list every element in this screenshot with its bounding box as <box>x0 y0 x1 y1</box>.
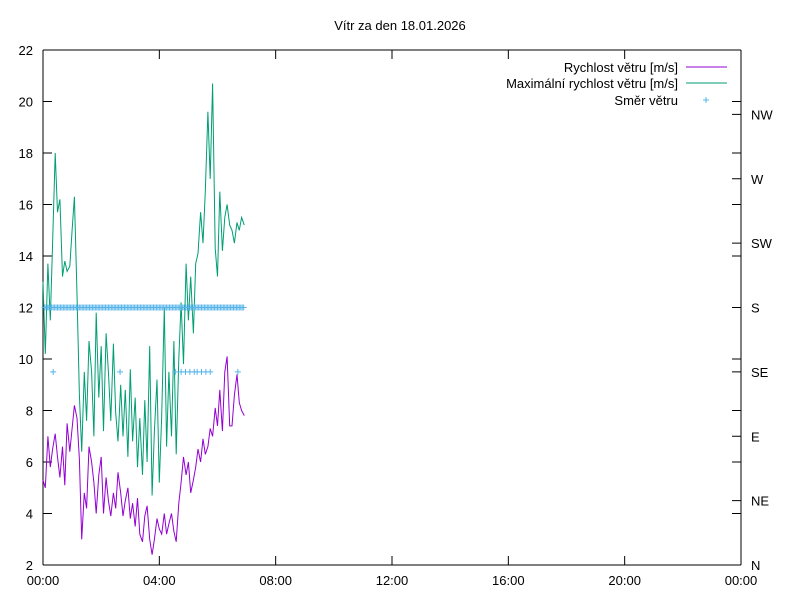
series-line-0 <box>42 356 245 555</box>
direction-point <box>234 368 241 375</box>
y-tick-label: 12 <box>19 301 33 316</box>
y2-tick-label: NE <box>751 494 769 509</box>
y-tick-label: 14 <box>19 249 33 264</box>
y-tick-label: 20 <box>19 95 33 110</box>
y2-tick-label: SE <box>751 365 769 380</box>
direction-point <box>207 368 214 375</box>
legend-swatch <box>703 97 709 103</box>
direction-point <box>240 304 247 311</box>
y-tick-label: 8 <box>26 404 33 419</box>
legend-label: Maximální rychlost větru [m/s] <box>506 76 678 91</box>
chart-title: Vítr za den 18.01.2026 <box>334 18 466 33</box>
x-tick-label: 20:00 <box>608 573 641 588</box>
y2-tick-label: NW <box>751 107 773 122</box>
y-tick-label: 16 <box>19 198 33 213</box>
y2-tick-label: E <box>751 429 760 444</box>
y2-tick-label: N <box>751 558 760 573</box>
y2-axis-ticks: N NE E SE S SW W NW <box>732 107 773 573</box>
legend-label: Rychlost větru [m/s] <box>564 60 678 75</box>
legend: Rychlost větru [m/s]Maximální rychlost v… <box>506 60 727 108</box>
direction-point <box>117 368 124 375</box>
x-tick-label: 16:00 <box>492 573 525 588</box>
x-tick-label: 04:00 <box>143 573 176 588</box>
x-tick-label: 00:00 <box>27 573 60 588</box>
y2-tick-label: W <box>751 172 764 187</box>
series-layer <box>41 83 247 555</box>
y2-tick-label: SW <box>751 236 773 251</box>
x-tick-label: 08:00 <box>259 573 292 588</box>
direction-point <box>50 368 57 375</box>
series-line-1 <box>42 83 245 496</box>
y-tick-label: 6 <box>26 455 33 470</box>
y-axis-ticks: 2 4 6 8 10 12 14 16 18 20 22 <box>19 43 741 573</box>
x-tick-label: 00:00 <box>725 573 758 588</box>
x-axis-ticks: 00:00 04:00 08:00 12:00 16:00 20:00 00:00 <box>27 50 758 588</box>
y-tick-label: 22 <box>19 43 33 58</box>
legend-label: Směr větru <box>614 93 678 108</box>
series-points-2 <box>41 304 247 375</box>
y-tick-label: 18 <box>19 146 33 161</box>
y-tick-label: 4 <box>26 507 33 522</box>
y-tick-label: 10 <box>19 352 33 367</box>
y2-tick-label: S <box>751 301 760 316</box>
x-tick-label: 12:00 <box>376 573 409 588</box>
y-tick-label: 2 <box>26 558 33 573</box>
direction-point <box>172 368 179 375</box>
